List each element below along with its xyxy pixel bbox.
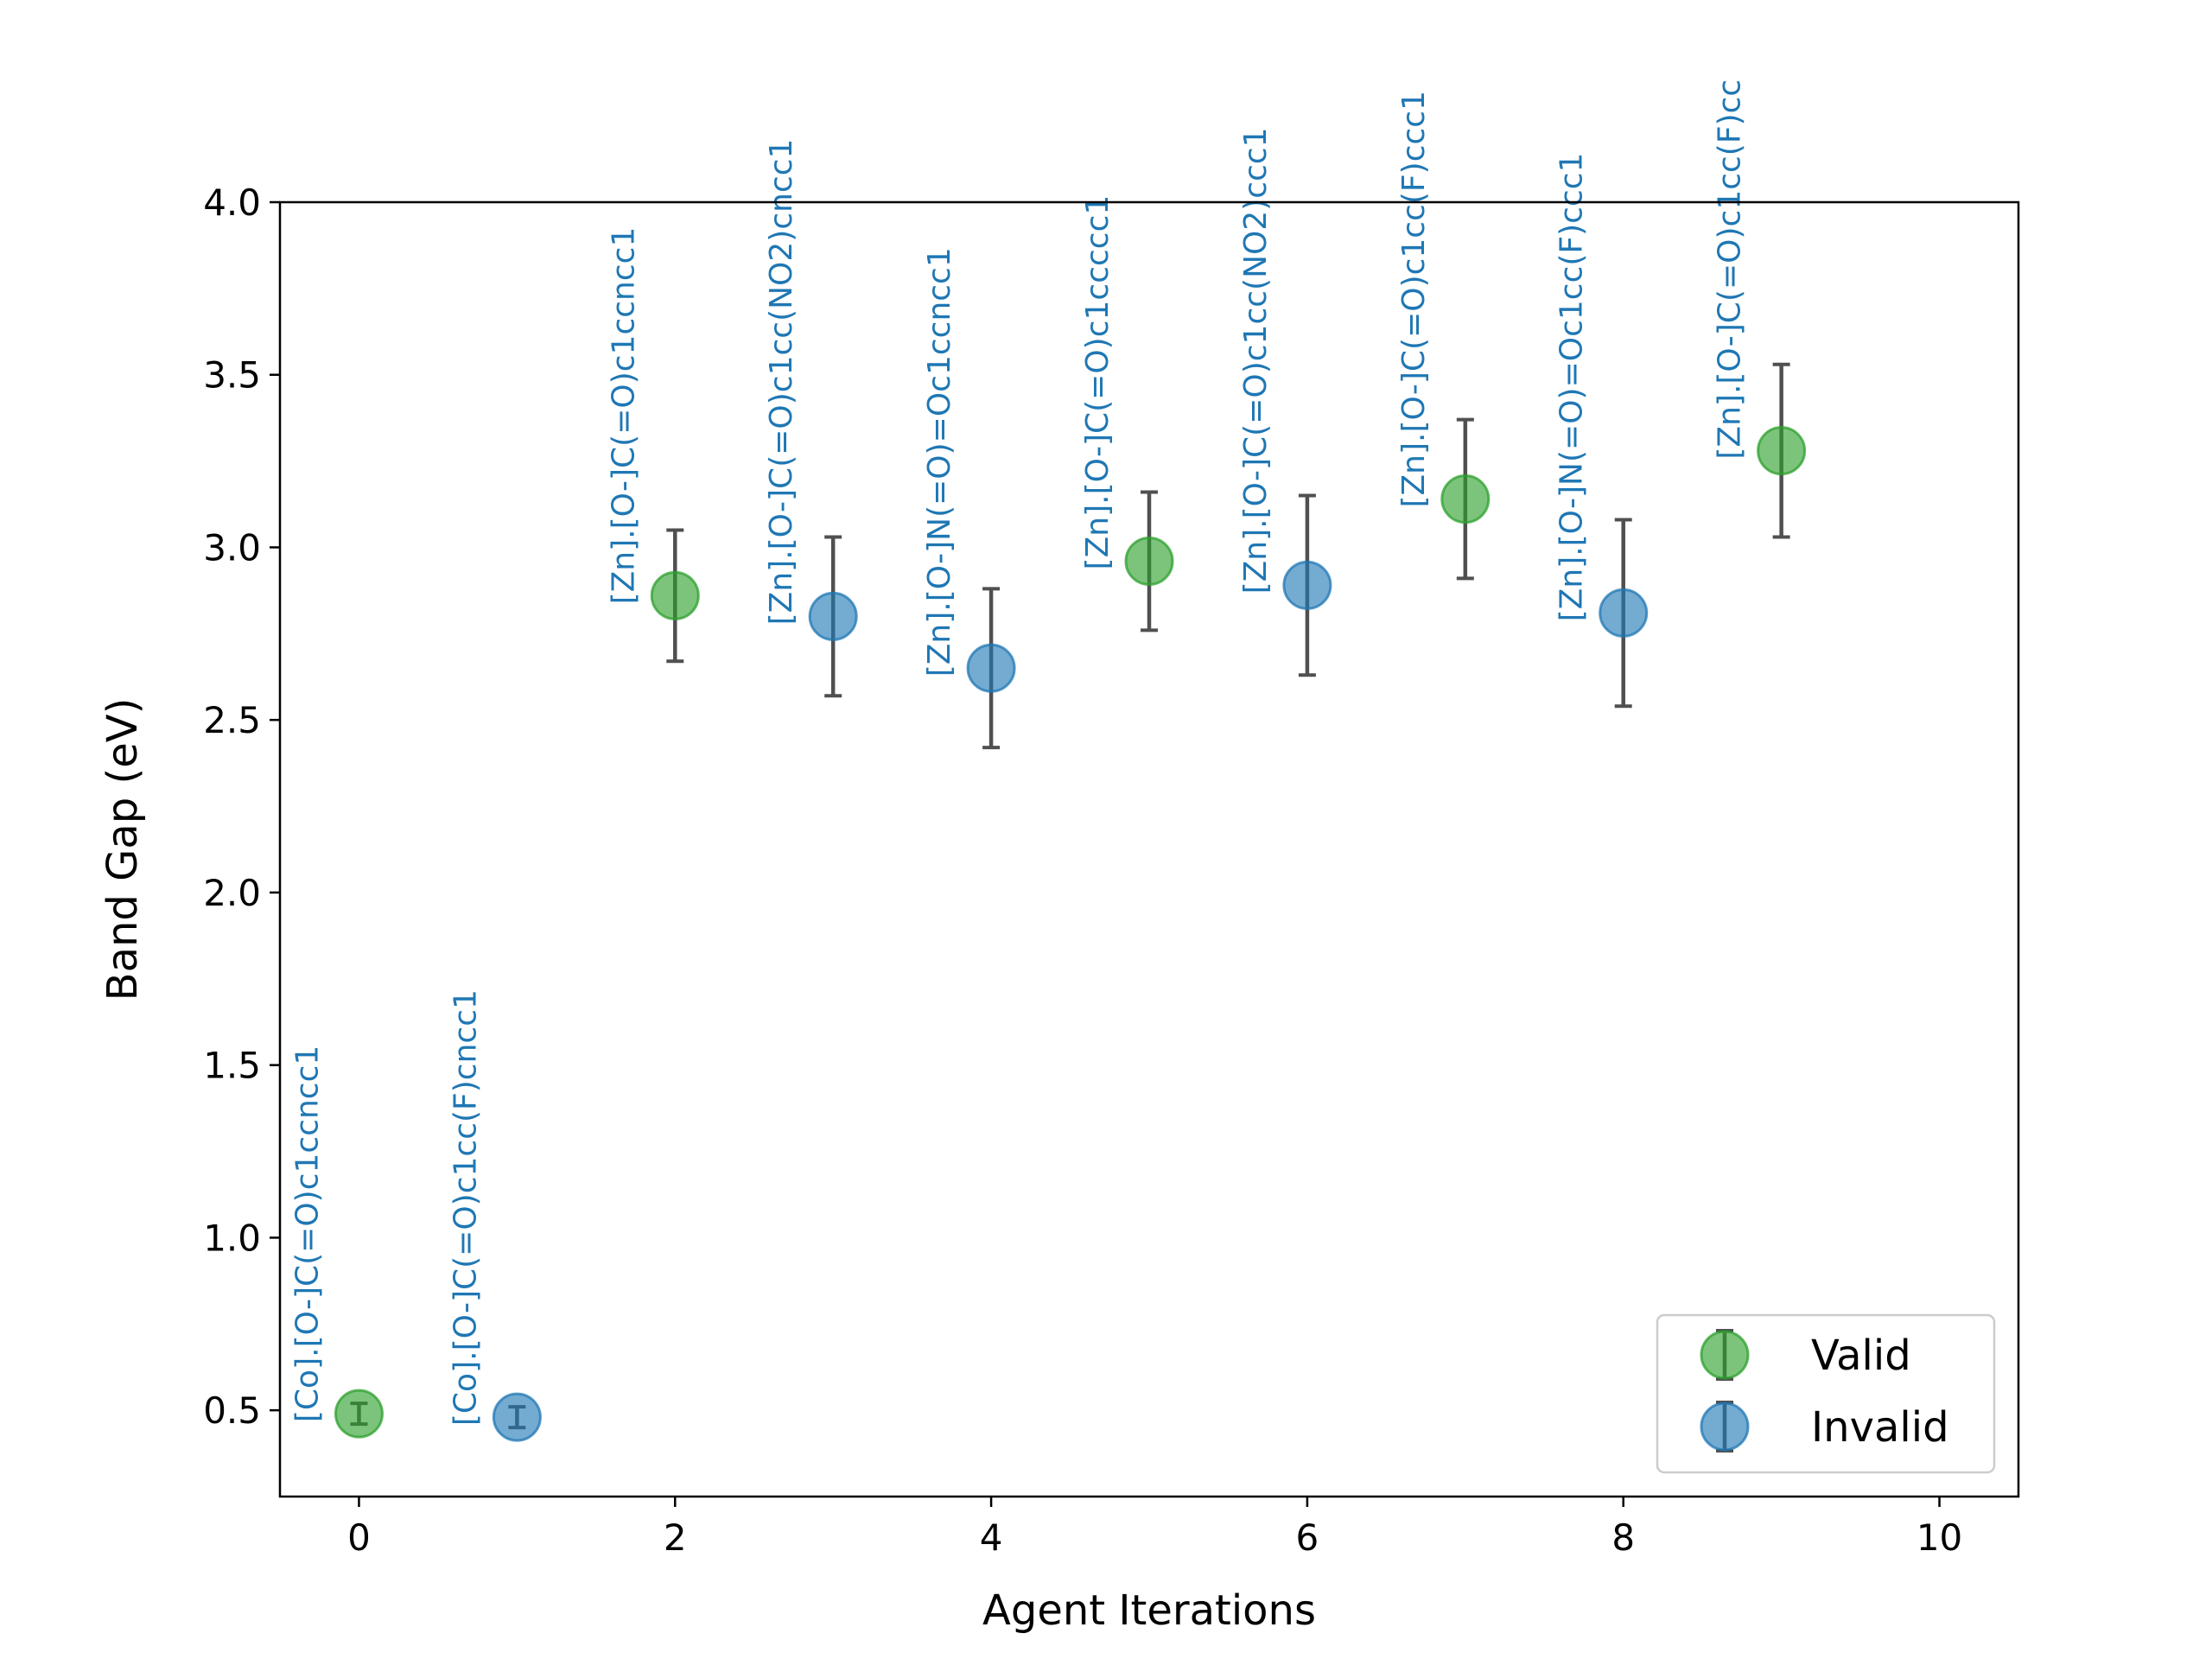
point-label: [Zn].[O-]C(=O)c1cc(F)ccc1 (1396, 91, 1432, 508)
y-tick-label: 4.0 (203, 181, 261, 224)
x-tick-label: 6 (1296, 1516, 1319, 1559)
point-label: [Co].[O-]C(=O)c1cc(F)cncc1 (448, 989, 483, 1426)
plot-frame (278, 200, 2020, 1498)
legend-label: Valid (1811, 1332, 1911, 1380)
data-point-valid (1440, 474, 1491, 524)
y-tick-label: 1.0 (203, 1217, 261, 1259)
point-annotations: [Co].[O-]C(=O)c1ccncc1 [Zn].[O-]C(=O)c1cc… (289, 79, 1747, 1426)
y-tick-label: 2.5 (203, 699, 261, 741)
point-label: [Zn].[O-]C(=O)c1ccccc1 (1080, 195, 1116, 570)
x-axis: 0 2 4 6 8 10 (347, 1497, 1962, 1559)
point-label: [Zn].[O-]C(=O)c1cc(NO2)ccc1 (1238, 127, 1274, 594)
data-point-valid (650, 570, 700, 620)
point-label: [Zn].[O-]C(=O)c1cc(F)cc (1713, 79, 1748, 460)
y-tick-label: 1.5 (203, 1045, 261, 1087)
legend-marker (1700, 1402, 1750, 1452)
y-tick-label: 3.0 (203, 526, 261, 569)
x-tick-label: 10 (1916, 1516, 1962, 1559)
y-tick-label: 0.5 (203, 1389, 261, 1432)
legend-marker (1700, 1330, 1750, 1380)
legend-label: Invalid (1811, 1403, 1949, 1452)
point-label: [Co].[O-]C(=O)c1ccncc1 (289, 1046, 325, 1422)
x-axis-label: Agent Iterations (982, 1586, 1316, 1635)
data-point-valid (334, 1389, 384, 1439)
data-point-invalid (492, 1392, 542, 1442)
y-axis: 0.5 1.0 1.5 2.0 2.5 3.0 3.5 4.0 (203, 181, 280, 1432)
x-tick-label: 8 (1611, 1516, 1635, 1559)
point-label: [Zn].[O-]N(=O)=Oc1ccncc1 (922, 247, 957, 677)
point-label: [Zn].[O-]N(=O)=Oc1cc(F)ccc1 (1554, 153, 1590, 622)
data-point-invalid (1282, 560, 1332, 610)
y-tick-label: 2.0 (203, 872, 261, 914)
data-point-valid (1757, 426, 1807, 476)
y-axis-label: Band Gap (eV) (99, 698, 147, 1001)
y-tick-label: 3.5 (203, 354, 261, 397)
data-point-invalid (1599, 588, 1649, 638)
legend-item-invalid: Invalid (1700, 1401, 1949, 1452)
x-tick-label: 4 (980, 1516, 1003, 1559)
point-label: [Zn].[O-]C(=O)c1cc(NO2)cncc1 (764, 139, 799, 626)
x-tick-label: 0 (347, 1516, 371, 1559)
legend: Valid Invalid (1656, 1313, 1996, 1474)
data-markers (334, 426, 1807, 1442)
point-label: [Zn].[O-]C(=O)c1ccncc1 (606, 227, 641, 605)
x-tick-label: 2 (664, 1516, 687, 1559)
data-point-invalid (808, 591, 858, 641)
legend-item-valid: Valid (1700, 1329, 1911, 1381)
data-point-valid (1124, 536, 1174, 586)
data-point-invalid (966, 643, 1016, 693)
